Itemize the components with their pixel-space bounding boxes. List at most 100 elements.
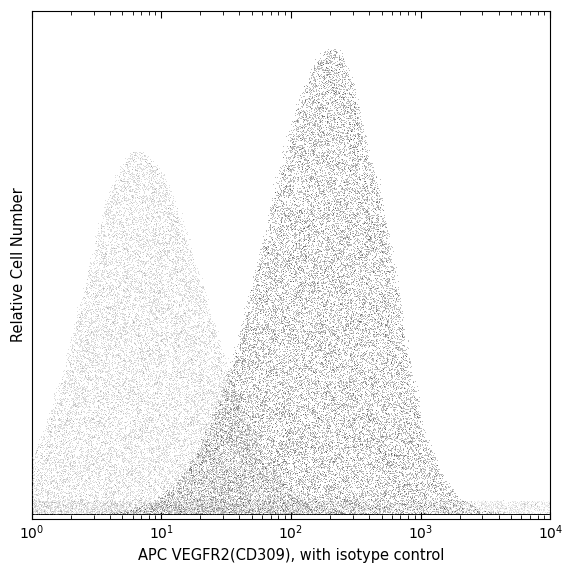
Point [138, 171, 148, 180]
Point [377, 407, 386, 416]
Point [146, 447, 156, 456]
Point [347, 413, 356, 422]
Point [201, 445, 211, 454]
Point [452, 508, 461, 517]
Point [471, 505, 480, 514]
Point [131, 379, 141, 388]
Point [88, 315, 97, 324]
Point [439, 507, 448, 517]
Point [347, 294, 356, 304]
Point [212, 424, 221, 433]
Point [117, 381, 126, 390]
Point [195, 319, 204, 328]
Point [236, 500, 245, 509]
Point [329, 122, 338, 131]
Point [245, 314, 254, 323]
Point [378, 251, 387, 261]
Point [297, 335, 307, 344]
Point [106, 505, 115, 514]
Point [162, 426, 172, 436]
Point [125, 388, 134, 397]
Point [343, 94, 352, 103]
Point [57, 488, 66, 498]
Point [59, 429, 68, 439]
Point [375, 322, 385, 331]
Point [406, 482, 415, 491]
Point [171, 502, 180, 511]
Point [327, 414, 336, 423]
Point [266, 346, 276, 355]
Point [143, 246, 152, 255]
Point [320, 278, 329, 288]
Point [110, 382, 119, 391]
Point [321, 104, 331, 114]
Point [402, 360, 412, 369]
Point [224, 501, 233, 510]
Point [121, 318, 130, 327]
Point [144, 301, 153, 310]
Point [56, 500, 65, 509]
Point [220, 410, 229, 420]
Point [325, 115, 334, 124]
Point [235, 479, 245, 488]
Point [174, 435, 184, 444]
Point [337, 110, 346, 119]
Point [309, 456, 319, 466]
Point [281, 389, 290, 398]
Point [132, 366, 141, 375]
Point [210, 450, 219, 459]
Point [117, 413, 126, 422]
Point [266, 435, 275, 444]
Point [211, 494, 220, 503]
Point [312, 261, 321, 270]
Point [265, 335, 274, 344]
Point [526, 509, 536, 518]
Point [121, 315, 130, 324]
Point [214, 371, 223, 380]
Point [75, 451, 84, 460]
Point [317, 333, 327, 342]
Point [257, 465, 266, 474]
Point [312, 254, 321, 263]
Point [302, 124, 312, 133]
Point [348, 309, 358, 318]
Point [323, 241, 332, 250]
Point [399, 461, 408, 470]
Point [379, 502, 389, 511]
Point [358, 193, 367, 202]
Point [187, 487, 196, 497]
Point [319, 82, 328, 91]
Point [127, 219, 137, 228]
Point [327, 357, 336, 366]
Point [274, 503, 283, 513]
Point [189, 490, 198, 499]
Point [234, 445, 243, 455]
Point [174, 500, 183, 509]
Point [129, 227, 138, 236]
Point [161, 452, 170, 461]
Point [351, 445, 360, 455]
Point [253, 280, 262, 289]
Point [148, 180, 157, 189]
Point [150, 499, 159, 509]
Point [310, 448, 319, 457]
Point [131, 156, 141, 165]
Point [150, 489, 160, 498]
Point [338, 371, 347, 380]
Point [118, 262, 127, 271]
Point [157, 237, 166, 246]
Point [226, 455, 235, 464]
Point [214, 441, 223, 451]
Point [215, 355, 224, 364]
Point [125, 304, 134, 313]
Point [377, 288, 386, 297]
Point [184, 317, 193, 327]
Point [383, 322, 393, 331]
Point [403, 337, 412, 346]
Point [365, 233, 374, 242]
Point [229, 410, 238, 419]
Point [391, 305, 400, 314]
Point [338, 284, 347, 293]
Point [385, 440, 394, 449]
Point [365, 483, 374, 492]
